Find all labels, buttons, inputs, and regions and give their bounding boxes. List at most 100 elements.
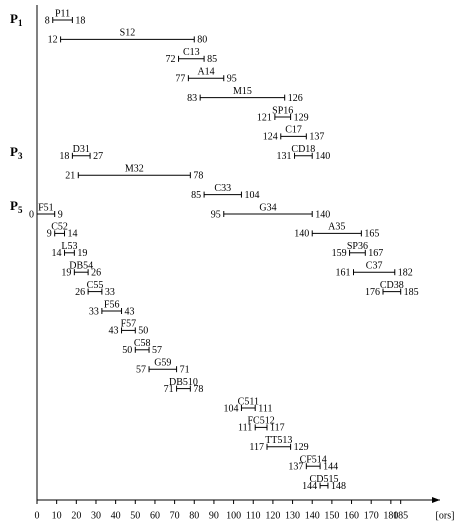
x-tick-label: 120: [265, 510, 280, 521]
task-start-label: 144: [302, 481, 317, 492]
x-tick-label: 80: [189, 510, 199, 521]
task-name: C17: [285, 125, 302, 136]
x-tick-label: 50: [130, 510, 140, 521]
task-end-label: 117: [270, 423, 285, 434]
task-end-label: 57: [152, 345, 162, 356]
task-start-label: 33: [89, 306, 99, 317]
task-end-label: 95: [227, 73, 237, 84]
x-tick-label: 185: [393, 510, 408, 521]
task-end-label: 140: [315, 151, 330, 162]
task-name: F56: [104, 299, 120, 310]
task-name: A14: [197, 66, 214, 77]
task-start-label: 161: [336, 267, 351, 278]
task-name: C55: [87, 280, 104, 291]
task-end-label: 18: [75, 15, 85, 26]
task-name: G59: [154, 357, 171, 368]
task-name: TT513: [265, 435, 292, 446]
task-start-label: 137: [288, 461, 303, 472]
task-end-label: 104: [244, 190, 259, 201]
x-tick-label: 70: [170, 510, 180, 521]
group-label: P5: [10, 198, 23, 215]
task-end-label: 26: [91, 267, 101, 278]
task-name: P11: [55, 8, 70, 19]
task-start-label: 72: [166, 54, 176, 65]
task-name: CD515: [310, 474, 339, 485]
task-start-label: 21: [65, 170, 75, 181]
task-end-label: 78: [193, 384, 203, 395]
task-end-label: 167: [368, 248, 383, 259]
task-start-label: 131: [277, 151, 292, 162]
group-subscript: 1: [18, 18, 23, 28]
task-end-label: 144: [323, 461, 338, 472]
task-start-label: 176: [365, 287, 380, 298]
task-end-label: 19: [77, 248, 87, 259]
task-name: FC512: [247, 416, 274, 427]
group-letter: P: [10, 11, 18, 26]
task-end-label: 182: [398, 267, 413, 278]
task-name: G34: [259, 202, 276, 213]
task-start-label: 124: [263, 132, 278, 143]
group-letter: P: [10, 144, 18, 159]
task-start-label: 9: [47, 229, 52, 240]
task-name: DB54: [69, 260, 93, 271]
task-start-label: 26: [75, 287, 85, 298]
group-letter: P: [10, 198, 18, 213]
x-tick-label: 90: [209, 510, 219, 521]
x-tick-label: 130: [285, 510, 300, 521]
task-start-label: 83: [187, 93, 197, 104]
task-end-label: 129: [294, 442, 309, 453]
x-axis-label: [ors]: [436, 510, 455, 521]
task-start-label: 18: [59, 151, 69, 162]
task-name: CD18: [291, 144, 315, 155]
task-name: M32: [125, 163, 144, 174]
task-start-label: 85: [191, 190, 201, 201]
x-tick-label: 20: [71, 510, 81, 521]
x-tick-label: 170: [364, 510, 379, 521]
task-end-label: 111: [258, 403, 272, 414]
task-start-label: 95: [211, 209, 221, 220]
task-end-label: 140: [315, 209, 330, 220]
task-end-label: 129: [294, 112, 309, 123]
task-start-label: 8: [45, 15, 50, 26]
axis-arrow: [432, 497, 440, 503]
task-start-label: 121: [257, 112, 272, 123]
group-subscript: 3: [18, 151, 23, 161]
x-tick-label: 110: [246, 510, 261, 521]
x-tick-label: 140: [305, 510, 320, 521]
task-start-label: 71: [164, 384, 174, 395]
x-tick-label: 40: [111, 510, 121, 521]
task-name: C13: [183, 47, 200, 58]
task-name: S12: [120, 28, 136, 39]
task-end-label: 80: [197, 35, 207, 46]
task-end-label: 126: [288, 93, 303, 104]
task-end-label: 165: [364, 229, 379, 240]
task-end-label: 148: [331, 481, 346, 492]
task-start-label: 0: [29, 209, 34, 220]
task-name: L53: [61, 241, 77, 252]
task-name: F57: [121, 319, 137, 330]
task-end-label: 137: [309, 132, 324, 143]
task-name: M15: [233, 86, 252, 97]
task-end-label: 85: [207, 54, 217, 65]
task-name: C37: [366, 260, 383, 271]
task-end-label: 33: [105, 287, 115, 298]
task-start-label: 77: [175, 73, 185, 84]
x-tick-label: 0: [35, 510, 40, 521]
task-end-label: 185: [404, 287, 419, 298]
x-tick-label: 100: [226, 510, 241, 521]
task-start-label: 19: [61, 267, 71, 278]
task-name: C511: [238, 396, 259, 407]
x-tick-label: 180: [383, 510, 398, 521]
task-end-label: 14: [68, 229, 78, 240]
task-name: A35: [328, 222, 345, 233]
x-tick-label: 150: [324, 510, 339, 521]
task-end-label: 71: [180, 364, 190, 375]
group-subscript: 5: [18, 205, 23, 215]
task-name: CD38: [380, 280, 404, 291]
x-tick-label: 30: [91, 510, 101, 521]
task-start-label: 43: [109, 326, 119, 337]
group-label: P3: [10, 144, 23, 161]
task-start-label: 140: [294, 229, 309, 240]
